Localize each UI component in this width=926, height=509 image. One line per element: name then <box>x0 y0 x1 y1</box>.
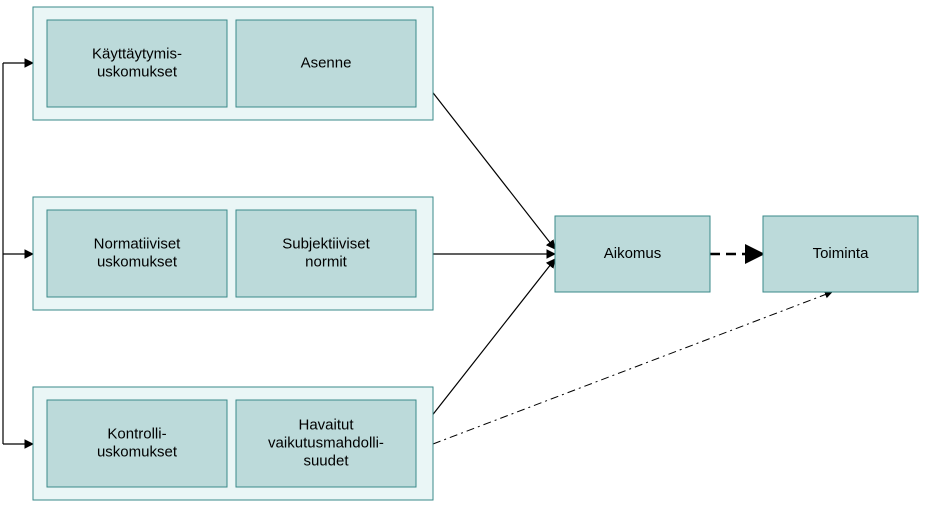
edge-e-g3-toim <box>433 292 832 444</box>
label-aikomus: Aikomus <box>604 245 662 262</box>
label-left-g1: Käyttäytymis-uskomukset <box>92 45 182 80</box>
label-toiminta: Toiminta <box>813 245 870 262</box>
label-right-g1: Asenne <box>301 54 352 71</box>
label-left-g2: Normatiivisetuskomukset <box>94 235 182 270</box>
edge-e-g3-aik <box>416 259 555 436</box>
label-left-g3: Kontrolli-uskomukset <box>97 425 178 460</box>
edge-e-g1-aik <box>416 71 555 249</box>
